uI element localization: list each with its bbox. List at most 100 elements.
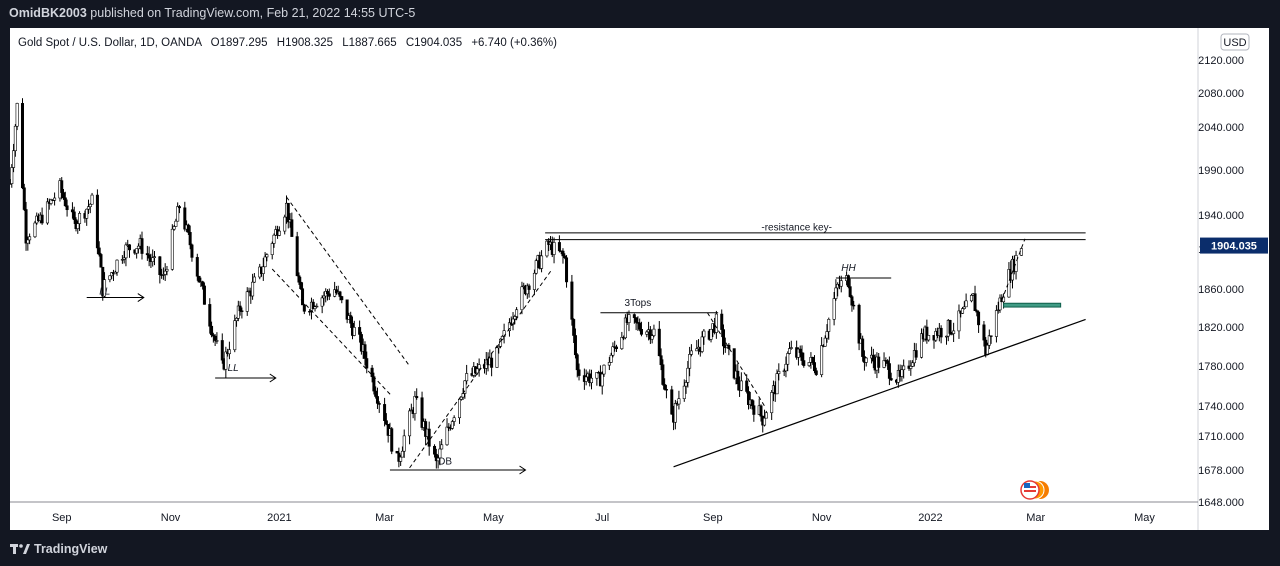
candle-body (334, 289, 338, 294)
candle-body (251, 281, 255, 297)
candle-body (195, 257, 199, 277)
candle-body (777, 371, 781, 374)
candle-body (857, 304, 861, 344)
support-trendline (673, 318, 1086, 468)
candle-body (570, 281, 574, 320)
candle-body (900, 369, 904, 377)
candle-body (186, 224, 190, 233)
candle-body (782, 370, 786, 372)
price-tick-label: 1648.000 (1198, 497, 1244, 509)
candle-body (433, 445, 437, 455)
candle-body (727, 344, 731, 349)
chart-frame[interactable]: LL LL DB 3Tops HH -resistance key- Gold Spot … (10, 28, 1269, 530)
time-tick-label: Mar (1026, 512, 1045, 524)
price-tick-label: 2040.000 (1198, 122, 1244, 134)
candle-body (95, 194, 99, 249)
candle-body (994, 310, 998, 337)
candle-body (820, 345, 824, 375)
candle-body (989, 335, 993, 337)
candle-body (445, 426, 449, 446)
candle-body (572, 319, 576, 336)
candle-body (283, 216, 287, 232)
candle-body (996, 309, 1000, 312)
candle-body (957, 310, 961, 332)
candle-body (450, 421, 454, 429)
candle-body (775, 373, 779, 395)
candle-body (495, 347, 499, 368)
candle-body (611, 346, 615, 356)
candle-body (161, 274, 165, 276)
candle-body (415, 396, 419, 399)
candle-body (920, 333, 924, 358)
candle-body (925, 326, 929, 341)
events-flag-icon[interactable] (1020, 480, 1049, 500)
candle-body (952, 330, 956, 334)
candle-body (375, 396, 379, 404)
candle-body (513, 316, 517, 320)
candle-body (420, 397, 424, 428)
annotation-label: -resistance key- (761, 222, 832, 233)
candle-body (497, 346, 501, 349)
candle-body (290, 219, 294, 237)
candle-body (28, 236, 32, 241)
candle-body (852, 304, 856, 307)
candle-body (463, 380, 467, 394)
price-chart[interactable]: LL LL DB 3Tops HH -resistance key- Gold Spot … (10, 28, 1269, 530)
candle-body (165, 268, 169, 272)
dashed-pattern-line (707, 312, 765, 407)
candle-body (825, 331, 829, 339)
candle-body (286, 202, 290, 223)
candle-body (800, 352, 804, 361)
candle-body (802, 360, 806, 366)
candle-body (62, 192, 66, 199)
publish-info: published on TradingView.com, Feb 21, 20… (90, 6, 416, 20)
candle-body (176, 206, 180, 222)
footer-brand[interactable]: TradingView (10, 540, 107, 558)
candle-body (270, 243, 274, 255)
candle-body (113, 271, 117, 275)
candle-body (877, 356, 881, 368)
candle-body (390, 428, 394, 452)
candle-body (202, 285, 206, 305)
tradingview-logo-icon (10, 544, 30, 554)
candle-body (652, 328, 656, 336)
time-tick-label: 2022 (918, 512, 942, 524)
candle-body (986, 344, 990, 356)
candle-body (10, 167, 14, 184)
candle-body (70, 209, 74, 213)
candle-body (452, 417, 456, 422)
annotation-label: LL (228, 363, 239, 374)
publish-header: OmidBK2003 published on TradingView.com,… (9, 6, 415, 24)
candle-body (352, 327, 356, 336)
price-tick-label: 1740.000 (1198, 401, 1244, 413)
candle-body (60, 180, 64, 193)
candle-body (413, 396, 417, 414)
time-tick-label: Nov (812, 512, 832, 524)
candle-body (110, 272, 114, 277)
candle-body (236, 305, 240, 319)
candle-body (53, 197, 57, 201)
candle-body (135, 248, 139, 254)
candle-body (245, 291, 249, 312)
candle-body (384, 420, 388, 425)
currency-button[interactable] (1220, 33, 1250, 51)
price-tick-label: 1780.000 (1198, 361, 1244, 373)
candle-body (798, 348, 802, 353)
candle-body (240, 310, 244, 312)
candle-body (177, 206, 181, 209)
candle-body (700, 336, 704, 352)
candle-body (914, 350, 918, 358)
candle-body (534, 260, 538, 274)
candle-body (745, 380, 749, 392)
candle-body (440, 444, 444, 450)
candle-body (702, 330, 706, 338)
candle-body (977, 311, 981, 326)
annotations-layer: LL LL DB 3Tops HH -resistance key- (86, 196, 1086, 475)
candle-body (500, 336, 504, 340)
ohlc-open: O1897.295 (211, 37, 268, 49)
candle-body (399, 456, 403, 462)
candle-body (623, 317, 627, 339)
candle-body (689, 350, 693, 355)
candle-body (338, 291, 342, 297)
candle-body (848, 286, 852, 297)
